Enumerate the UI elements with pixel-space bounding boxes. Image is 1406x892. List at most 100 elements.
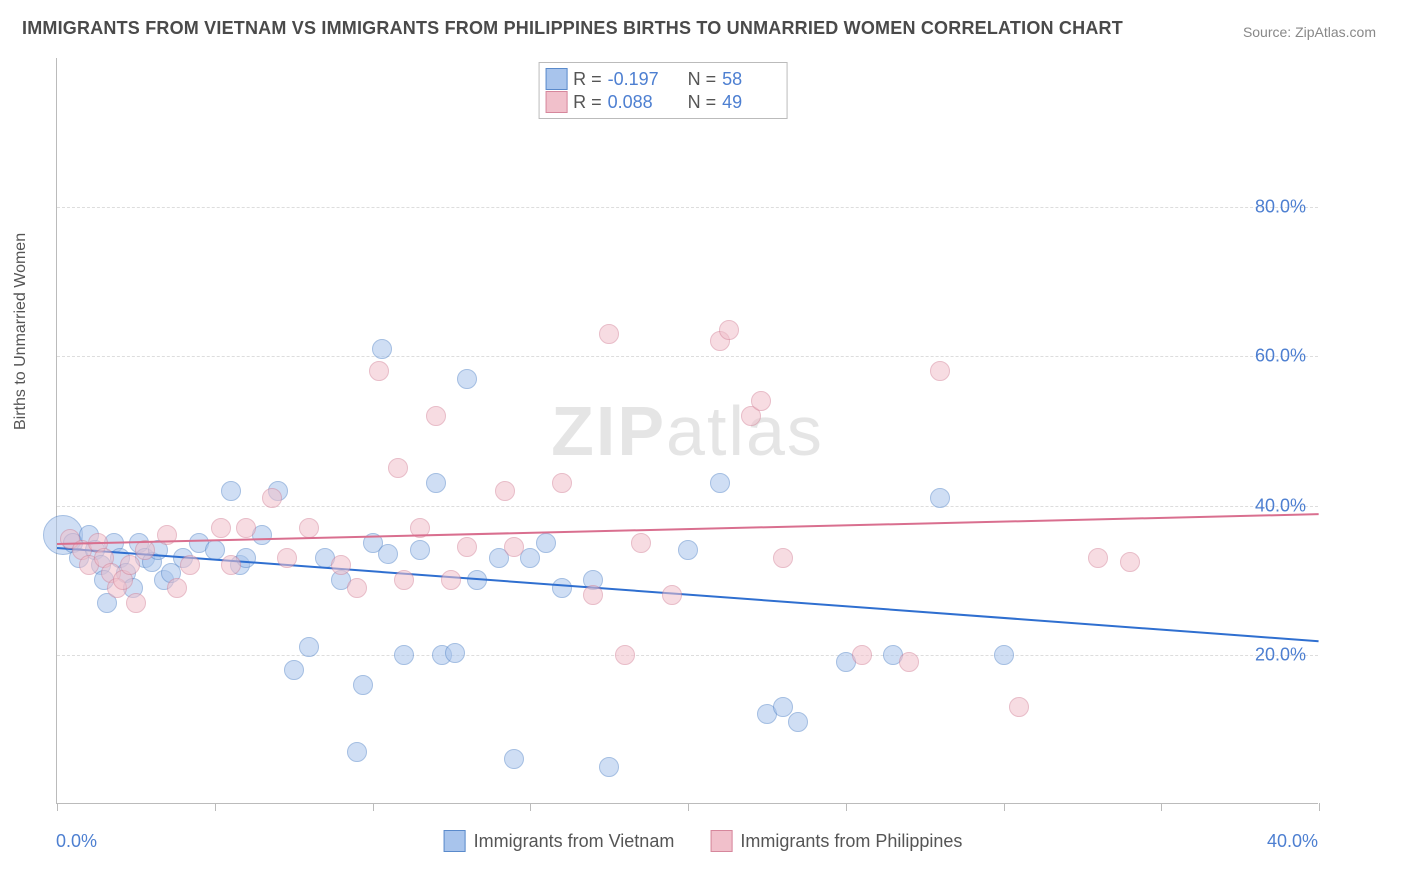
scatter-point-philippines bbox=[277, 548, 297, 568]
legend-swatch bbox=[444, 830, 466, 852]
scatter-point-philippines bbox=[504, 537, 524, 557]
x-tick bbox=[57, 803, 58, 811]
y-tick-label: 80.0% bbox=[1255, 197, 1306, 218]
legend-swatch bbox=[545, 91, 567, 113]
scatter-point-philippines bbox=[1088, 548, 1108, 568]
gridline-h bbox=[57, 655, 1318, 656]
legend-item-vietnam: Immigrants from Vietnam bbox=[444, 830, 675, 852]
scatter-point-philippines bbox=[347, 578, 367, 598]
gridline-h bbox=[57, 506, 1318, 507]
scatter-point-philippines bbox=[221, 555, 241, 575]
scatter-point-philippines bbox=[1009, 697, 1029, 717]
x-tick bbox=[1161, 803, 1162, 811]
scatter-point-philippines bbox=[262, 488, 282, 508]
scatter-point-vietnam bbox=[678, 540, 698, 560]
scatter-point-philippines bbox=[167, 578, 187, 598]
scatter-point-philippines bbox=[495, 481, 515, 501]
watermark-text: ZIPatlas bbox=[551, 391, 824, 471]
scatter-point-philippines bbox=[120, 555, 140, 575]
x-tick bbox=[846, 803, 847, 811]
n-value: 58 bbox=[722, 69, 780, 90]
scatter-point-vietnam bbox=[536, 533, 556, 553]
scatter-point-philippines bbox=[583, 585, 603, 605]
scatter-point-vietnam bbox=[221, 481, 241, 501]
scatter-point-philippines bbox=[457, 537, 477, 557]
scatter-point-vietnam bbox=[457, 369, 477, 389]
scatter-point-vietnam bbox=[710, 473, 730, 493]
correlation-stats-box: R = -0.197 N =58 R = 0.088 N =49 bbox=[538, 62, 787, 119]
y-tick-label: 60.0% bbox=[1255, 346, 1306, 367]
stat-row-philippines: R = 0.088 N =49 bbox=[545, 91, 780, 113]
n-value: 49 bbox=[722, 92, 780, 113]
scatter-point-vietnam bbox=[930, 488, 950, 508]
scatter-point-philippines bbox=[552, 473, 572, 493]
x-axis-max-label: 40.0% bbox=[1267, 831, 1318, 852]
source-attribution: Source: ZipAtlas.com bbox=[1243, 24, 1376, 40]
x-axis-min-label: 0.0% bbox=[56, 831, 97, 852]
n-label: N = bbox=[688, 69, 717, 90]
n-label: N = bbox=[688, 92, 717, 113]
scatter-point-philippines bbox=[615, 645, 635, 665]
legend-item-philippines: Immigrants from Philippines bbox=[710, 830, 962, 852]
scatter-point-philippines bbox=[211, 518, 231, 538]
x-tick bbox=[215, 803, 216, 811]
y-axis-title: Births to Unmarried Women bbox=[12, 233, 30, 430]
x-tick bbox=[688, 803, 689, 811]
x-tick bbox=[373, 803, 374, 811]
scatter-point-vietnam bbox=[552, 578, 572, 598]
scatter-point-vietnam bbox=[504, 749, 524, 769]
chart-plot-area: ZIPatlas R = -0.197 N =58 R = 0.088 N =49 20.… bbox=[56, 58, 1318, 804]
scatter-point-philippines bbox=[773, 548, 793, 568]
r-value: -0.197 bbox=[608, 69, 666, 90]
scatter-point-philippines bbox=[180, 555, 200, 575]
scatter-point-philippines bbox=[719, 320, 739, 340]
gridline-h bbox=[57, 207, 1318, 208]
scatter-point-vietnam bbox=[378, 544, 398, 564]
scatter-point-vietnam bbox=[599, 757, 619, 777]
legend-label: Immigrants from Philippines bbox=[740, 831, 962, 852]
r-value: 0.088 bbox=[608, 92, 666, 113]
scatter-point-philippines bbox=[599, 324, 619, 344]
scatter-point-philippines bbox=[930, 361, 950, 381]
x-tick bbox=[530, 803, 531, 811]
scatter-point-philippines bbox=[369, 361, 389, 381]
x-tick bbox=[1319, 803, 1320, 811]
scatter-point-vietnam bbox=[372, 339, 392, 359]
scatter-point-vietnam bbox=[788, 712, 808, 732]
scatter-point-vietnam bbox=[284, 660, 304, 680]
scatter-point-philippines bbox=[426, 406, 446, 426]
scatter-point-philippines bbox=[394, 570, 414, 590]
scatter-point-philippines bbox=[331, 555, 351, 575]
scatter-point-vietnam bbox=[299, 637, 319, 657]
x-tick bbox=[1004, 803, 1005, 811]
scatter-point-philippines bbox=[899, 652, 919, 672]
y-tick-label: 20.0% bbox=[1255, 644, 1306, 665]
legend-swatch bbox=[545, 68, 567, 90]
scatter-point-vietnam bbox=[994, 645, 1014, 665]
legend-label: Immigrants from Vietnam bbox=[474, 831, 675, 852]
scatter-point-vietnam bbox=[773, 697, 793, 717]
scatter-point-philippines bbox=[1120, 552, 1140, 572]
scatter-point-philippines bbox=[236, 518, 256, 538]
scatter-point-vietnam bbox=[445, 643, 465, 663]
scatter-point-philippines bbox=[126, 593, 146, 613]
r-label: R = bbox=[573, 92, 602, 113]
scatter-point-philippines bbox=[662, 585, 682, 605]
legend-swatch bbox=[710, 830, 732, 852]
scatter-point-vietnam bbox=[394, 645, 414, 665]
gridline-h bbox=[57, 356, 1318, 357]
scatter-point-philippines bbox=[388, 458, 408, 478]
scatter-point-philippines bbox=[299, 518, 319, 538]
series-legend: Immigrants from Vietnam Immigrants from P… bbox=[444, 830, 963, 852]
r-label: R = bbox=[573, 69, 602, 90]
scatter-point-vietnam bbox=[410, 540, 430, 560]
scatter-point-philippines bbox=[441, 570, 461, 590]
scatter-point-vietnam bbox=[426, 473, 446, 493]
scatter-point-philippines bbox=[751, 391, 771, 411]
chart-title: IMMIGRANTS FROM VIETNAM VS IMMIGRANTS FR… bbox=[22, 18, 1123, 39]
scatter-point-philippines bbox=[631, 533, 651, 553]
stat-row-vietnam: R = -0.197 N =58 bbox=[545, 68, 780, 90]
scatter-point-vietnam bbox=[347, 742, 367, 762]
scatter-point-philippines bbox=[135, 540, 155, 560]
scatter-point-philippines bbox=[852, 645, 872, 665]
